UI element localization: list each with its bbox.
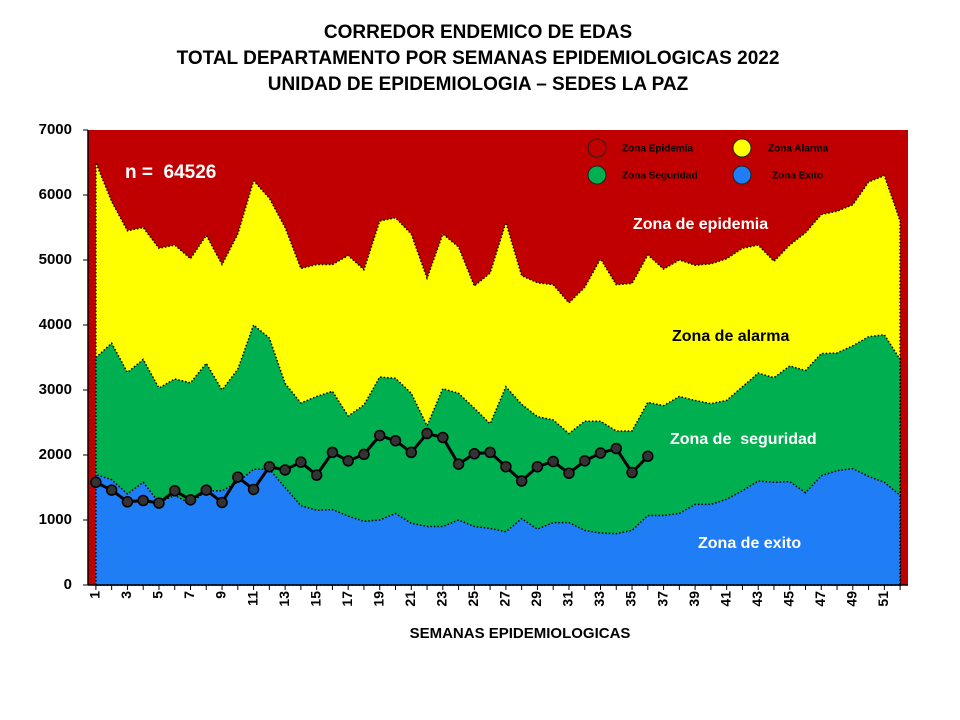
observed-point (310, 469, 323, 481)
x-tick-label: 39 (686, 591, 702, 607)
observed-point (626, 466, 638, 479)
y-tick-label: 7000 (39, 121, 72, 138)
zone-area (95, 467, 901, 586)
x-tick-label: 33 (591, 591, 607, 607)
y-tick-label: 2000 (39, 446, 72, 463)
observed-point (578, 455, 591, 467)
observed-point (168, 485, 181, 497)
observed-point (105, 484, 118, 496)
x-tick-label: 49 (844, 591, 860, 607)
observed-point (184, 494, 197, 506)
x-tick-label: 7 (181, 591, 197, 599)
observed-point (468, 447, 481, 460)
observed-point (342, 455, 354, 467)
observed-point (594, 447, 607, 459)
y-tick-label: 3000 (39, 381, 72, 398)
x-tick-label: 3 (118, 591, 134, 599)
annotation: Zona de epidemia (633, 216, 768, 233)
y-tick-label: 1000 (39, 511, 72, 528)
annotation: n = 64526 (125, 162, 216, 183)
observed-point (515, 475, 528, 487)
legend-marker (732, 165, 752, 185)
legend-label: Zona Epidemia (622, 144, 694, 155)
x-tick-label: 31 (560, 591, 576, 607)
observed-point (358, 448, 370, 461)
x-tick-label: 43 (749, 591, 765, 607)
x-tick-label: 25 (465, 591, 481, 607)
legend-marker (587, 165, 607, 185)
observed-point (500, 460, 512, 473)
legend-marker (732, 138, 752, 158)
observed-point (153, 497, 165, 509)
observed-point (373, 429, 386, 442)
x-tick-label: 17 (339, 591, 355, 607)
y-tick-label: 4000 (39, 316, 72, 333)
observed-point (326, 446, 339, 459)
observed-point (200, 484, 213, 496)
x-tick-label: 19 (370, 591, 386, 607)
x-tick-label: 9 (213, 591, 229, 599)
x-tick-label: 29 (528, 591, 544, 607)
x-tick-label: 23 (434, 591, 450, 607)
observed-point (452, 458, 465, 470)
x-tick-label: 27 (497, 591, 513, 607)
observed-point (216, 496, 228, 509)
x-tick-label: 21 (402, 591, 418, 607)
annotation: Zona de exito (698, 535, 801, 552)
x-tick-label: 11 (244, 591, 260, 606)
observed-point (232, 471, 244, 483)
x-tick-label: 1 (87, 591, 103, 599)
x-axis-label: SEMANAS EPIDEMIOLOGICAS (410, 625, 631, 642)
observed-point (279, 464, 291, 476)
observed-point (642, 450, 654, 463)
annotation: Zona de seguridad (670, 431, 817, 448)
observed-point (484, 446, 496, 459)
observed-point (421, 427, 433, 440)
observed-point (405, 446, 418, 459)
chart-title: TOTAL DEPARTAMENTO POR SEMANAS EPIDEMIOL… (177, 48, 780, 69)
legend-label: Zona Alarma (768, 144, 829, 155)
observed-point (437, 431, 449, 444)
legend-marker (587, 138, 607, 158)
observed-point (121, 496, 134, 508)
x-tick-label: 51 (875, 591, 891, 607)
chart-title: CORREDOR ENDEMICO DE EDAS (324, 22, 632, 43)
legend-label: Zona Exito (772, 171, 823, 182)
x-tick-label: 41 (717, 591, 733, 607)
observed-point (90, 476, 102, 489)
x-tick-label: 37 (654, 591, 670, 607)
x-tick-label: 47 (812, 591, 828, 607)
x-tick-label: 5 (150, 591, 166, 599)
annotation: Zona de alarma (672, 328, 789, 345)
observed-point (547, 455, 559, 468)
y-tick-label: 5000 (39, 251, 72, 268)
x-tick-label: 35 (623, 591, 639, 607)
observed-point (563, 467, 575, 479)
observed-point (531, 460, 544, 473)
chart-title: UNIDAD DE EPIDEMIOLOGIA – SEDES LA PAZ (268, 74, 689, 95)
y-tick-label: 6000 (39, 186, 72, 203)
legend-label: Zona Seguridad (622, 171, 698, 182)
observed-point (610, 442, 623, 455)
observed-point (247, 483, 260, 496)
observed-point (263, 460, 276, 473)
observed-point (389, 434, 402, 447)
x-tick-label: 45 (780, 591, 796, 607)
x-tick-label: 13 (276, 591, 292, 607)
y-tick-label: 0 (64, 576, 72, 593)
x-tick-label: 15 (307, 591, 323, 607)
observed-point (137, 494, 149, 507)
observed-point (295, 456, 307, 468)
